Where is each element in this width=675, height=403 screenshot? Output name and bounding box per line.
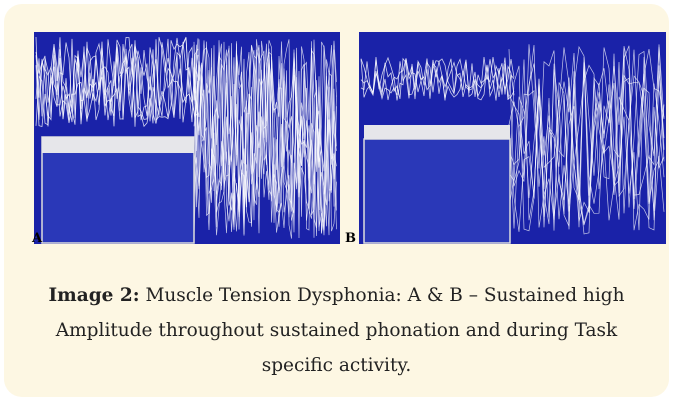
emg-trace: [360, 56, 515, 101]
inset-toolbar: [364, 125, 510, 139]
emg-trace: [193, 44, 337, 231]
emg-trace: [35, 36, 199, 127]
panel-label: A: [31, 231, 43, 246]
emg-trace: [508, 44, 665, 227]
emg-trace: [193, 39, 337, 234]
caption-text: Muscle Tension Dysphonia: A & B – Sustai…: [55, 285, 625, 376]
inset-window: [41, 136, 195, 244]
inset-window: [363, 138, 511, 244]
caption-label: Image 2:: [48, 285, 140, 306]
panel-label: B: [345, 231, 356, 246]
emg-trace: [360, 57, 515, 101]
emg-panel-a: A: [31, 32, 340, 246]
emg-trace: [508, 45, 665, 232]
emg-trace: [508, 50, 665, 221]
emg-trace: [35, 36, 199, 122]
figure-images: A B: [31, 32, 666, 246]
inset-toolbar: [42, 137, 194, 153]
emg-panel-b: B: [345, 32, 666, 246]
emg-trace: [193, 39, 337, 236]
figure-caption: Image 2: Muscle Tension Dysphonia: A & B…: [24, 278, 649, 383]
emg-trace: [193, 43, 337, 234]
emg-trace: [35, 37, 199, 126]
emg-trace: [35, 37, 199, 128]
emg-trace: [508, 44, 665, 231]
figure-card: A B Image 2: Muscle Tension Dysphonia: A…: [4, 4, 669, 397]
